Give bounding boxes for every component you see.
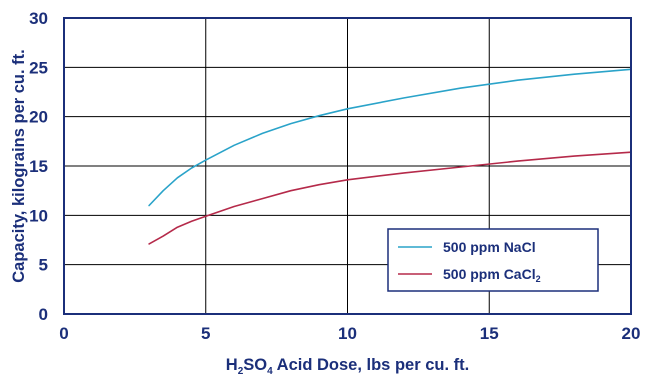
y-tick-label: 20 xyxy=(29,108,48,127)
y-tick-label: 0 xyxy=(39,305,48,324)
series-line-0 xyxy=(148,68,632,207)
x-tick-label: 15 xyxy=(480,324,499,343)
y-axis-label: Capacity, kilograins per cu. ft. xyxy=(10,49,28,283)
series-line-1 xyxy=(148,151,632,245)
y-tick-label: 30 xyxy=(29,9,48,28)
x-axis-label: H2SO4 Acid Dose, lbs per cu. ft. xyxy=(226,356,469,377)
y-tick-label: 5 xyxy=(39,256,48,275)
y-tick-label: 10 xyxy=(29,206,48,225)
legend-label-1: 500 ppm CaCl2 xyxy=(443,266,541,284)
y-tick-label: 15 xyxy=(29,157,48,176)
plot-frame xyxy=(63,17,632,315)
x-tick-label: 5 xyxy=(201,324,210,343)
x-tick-label: 10 xyxy=(338,324,357,343)
legend-label-0: 500 ppm NaCl xyxy=(443,239,536,255)
x-tick-label: 20 xyxy=(622,324,641,343)
y-tick-label: 25 xyxy=(29,58,48,77)
legend-box xyxy=(387,228,599,292)
x-tick-label: 0 xyxy=(59,324,68,343)
